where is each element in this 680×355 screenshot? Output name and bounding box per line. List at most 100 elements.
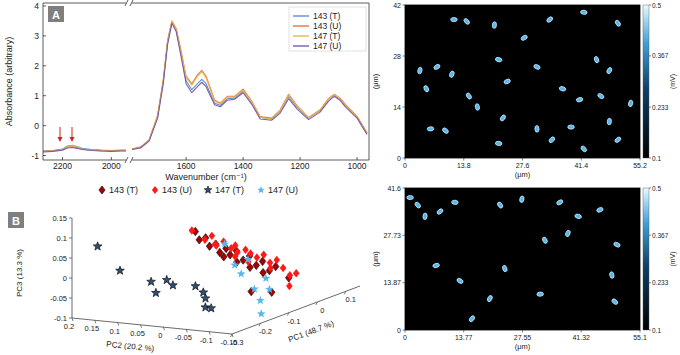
pc2-tick-label: 0.05 bbox=[130, 329, 145, 338]
pc2-tick-label: 0.1 bbox=[109, 327, 119, 336]
legend-swatch bbox=[293, 15, 309, 16]
x-axis-label: (μm) bbox=[515, 342, 531, 351]
colorbar-tick-label: 0.233 bbox=[652, 104, 669, 111]
data-point bbox=[196, 236, 203, 244]
x-tick bbox=[522, 330, 523, 333]
x-tick-label: 1200 bbox=[291, 161, 310, 171]
spot bbox=[628, 100, 634, 107]
spectrum-line bbox=[43, 147, 126, 152]
spot bbox=[559, 86, 567, 92]
y-tick-label: 42 bbox=[393, 2, 401, 9]
y-tick-label: 27.73 bbox=[383, 232, 401, 239]
x-axis-label: Wavenumber (cm⁻¹) bbox=[165, 172, 246, 182]
x-tick bbox=[300, 157, 301, 160]
x-tick-label: 13.8 bbox=[457, 162, 471, 169]
data-point bbox=[293, 269, 300, 277]
plot-lines bbox=[132, 21, 367, 150]
spot bbox=[614, 19, 621, 27]
pc1-tick-label: 0 bbox=[320, 306, 324, 315]
axis-break-mark bbox=[125, 0, 128, 6]
data-point bbox=[286, 282, 293, 290]
x-tick-label: 55.2 bbox=[633, 162, 647, 169]
data-point bbox=[93, 242, 102, 250]
legend-label: 147 (T) bbox=[215, 185, 244, 195]
x-tick bbox=[463, 158, 464, 161]
spot bbox=[449, 70, 455, 78]
y-axis-line bbox=[43, 3, 44, 160]
legend-label: 147 (T) bbox=[313, 31, 341, 41]
spot bbox=[432, 263, 439, 269]
data-point bbox=[209, 232, 216, 240]
arrow-shaft bbox=[60, 127, 61, 138]
data-point bbox=[259, 257, 266, 265]
frame-right bbox=[369, 3, 370, 160]
pc1-tick-label: -0.2 bbox=[259, 327, 272, 336]
pc2-tick-label: 0.15 bbox=[85, 324, 100, 333]
panel-badge bbox=[48, 6, 64, 22]
pc1-tick bbox=[231, 334, 233, 337]
spot bbox=[596, 207, 604, 213]
axis-break-mark bbox=[130, 0, 133, 6]
x-tick bbox=[186, 157, 187, 160]
figure: -10123422002000Absorbance (arbitrary)A16… bbox=[0, 0, 680, 355]
x-tick-label: 13.77 bbox=[455, 334, 473, 341]
spot bbox=[606, 67, 613, 75]
y-tick-label: 13.87 bbox=[383, 279, 401, 286]
arrow-head bbox=[58, 137, 63, 142]
legend-swatch bbox=[293, 45, 309, 46]
y-tick bbox=[43, 5, 46, 6]
pc3-tick bbox=[69, 258, 72, 259]
y-tick-label: 14 bbox=[393, 104, 401, 111]
x-tick bbox=[62, 157, 63, 160]
data-point bbox=[257, 309, 266, 317]
panel-label: B bbox=[12, 215, 20, 227]
spot bbox=[548, 136, 556, 144]
panel-badge bbox=[8, 212, 24, 228]
y-axis-label: (μm) bbox=[371, 73, 380, 89]
spot bbox=[492, 22, 497, 29]
data-point bbox=[254, 253, 261, 261]
y-tick bbox=[403, 158, 406, 159]
data-point bbox=[253, 261, 260, 269]
spectrum-line bbox=[132, 23, 367, 149]
legend-label: 143 (U) bbox=[162, 185, 192, 195]
data-point bbox=[250, 284, 259, 292]
legend-marker bbox=[152, 186, 158, 194]
data-point bbox=[287, 271, 294, 279]
data-point bbox=[265, 285, 274, 293]
spot bbox=[475, 103, 480, 110]
colorbar-tick bbox=[649, 282, 651, 283]
spectrum-line bbox=[43, 145, 126, 151]
legend-swatch bbox=[293, 35, 309, 36]
legend-label: 147 (U) bbox=[268, 185, 298, 195]
spot bbox=[607, 118, 612, 125]
spot bbox=[535, 125, 540, 132]
colorbar-tick-label: 0.367 bbox=[652, 232, 669, 239]
spot bbox=[611, 298, 619, 305]
spot bbox=[574, 213, 582, 219]
spot bbox=[503, 78, 511, 84]
spot bbox=[594, 56, 600, 64]
x-tick-label: 1000 bbox=[348, 161, 367, 171]
spot bbox=[417, 67, 422, 74]
spot bbox=[576, 97, 583, 103]
arrow-head bbox=[70, 137, 75, 142]
data-point bbox=[206, 242, 213, 250]
pc3-tick-label: 0.05 bbox=[52, 254, 67, 263]
y-tick bbox=[403, 56, 406, 57]
x-tick-label: 27.55 bbox=[514, 334, 532, 341]
y-tick bbox=[43, 125, 46, 126]
spectrum-line bbox=[132, 22, 367, 149]
y-tick-label: 0 bbox=[397, 155, 401, 162]
data-point bbox=[267, 264, 274, 272]
spot bbox=[609, 271, 614, 278]
x-tick-label: 55.1 bbox=[633, 334, 647, 341]
spot bbox=[442, 127, 450, 134]
x-tick-label: 41.4 bbox=[574, 162, 588, 169]
spot bbox=[456, 277, 464, 284]
colorbar bbox=[643, 188, 649, 330]
pc2-tick bbox=[209, 332, 210, 335]
spot bbox=[613, 241, 621, 248]
pc2-tick bbox=[118, 323, 119, 326]
colorbar-tick bbox=[649, 5, 651, 6]
